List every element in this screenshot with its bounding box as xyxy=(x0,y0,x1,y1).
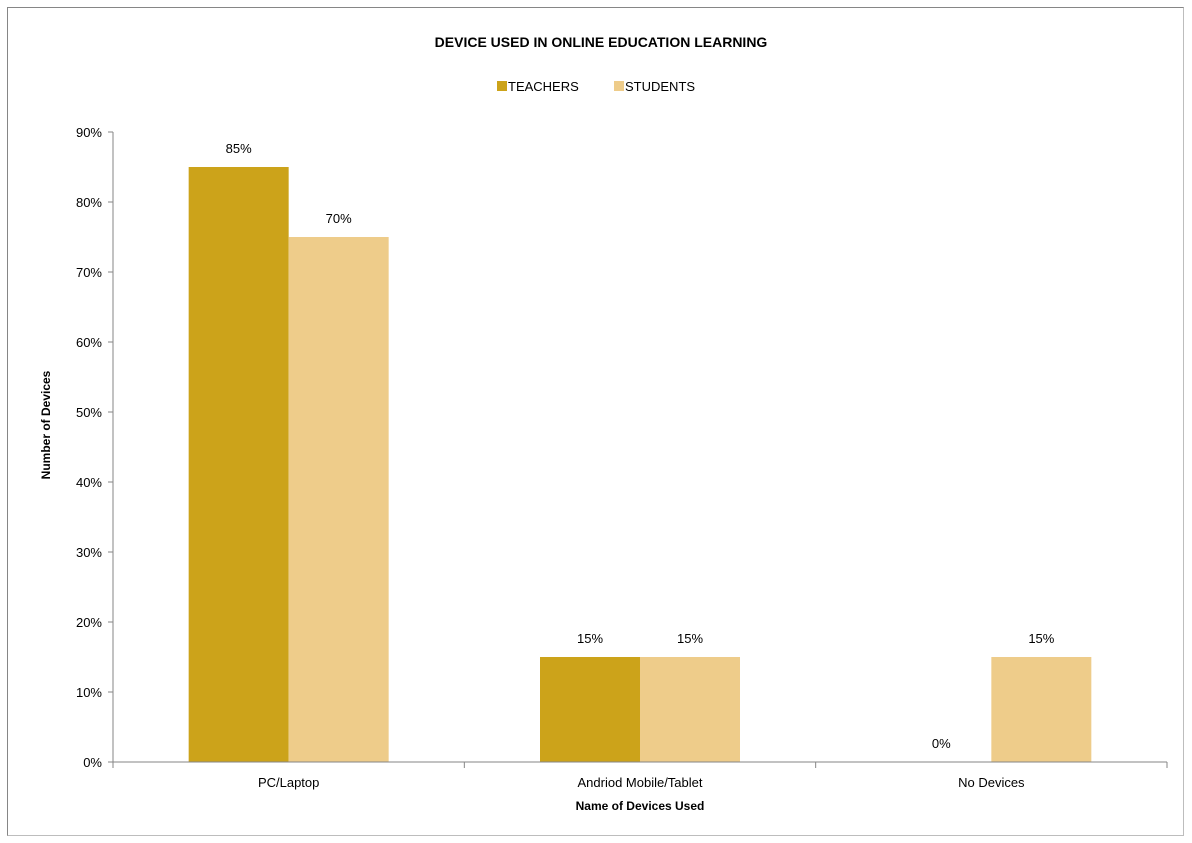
legend-label-teachers: TEACHERS xyxy=(508,79,579,94)
bar-students-no-devices xyxy=(991,657,1092,762)
data-label-students-pc-laptop: 70% xyxy=(326,211,352,226)
x-axis-ticks: PC/Laptop Andriod Mobile/Tablet No Devices xyxy=(112,762,1168,790)
bar-students-andriod-mobile-tablet xyxy=(640,657,740,762)
y-tick-label: 30% xyxy=(76,545,102,560)
bar-teachers-andriod-mobile-tablet xyxy=(540,657,640,762)
x-tick-label: No Devices xyxy=(958,775,1025,790)
data-labels: 85% 70% 15% 15% 0% 15% xyxy=(226,141,1055,751)
chart-title: DEVICE USED IN ONLINE EDUCATION LEARNING xyxy=(435,34,768,50)
y-tick-label: 10% xyxy=(76,685,102,700)
data-label-students-andriod-mobile-tablet: 15% xyxy=(677,631,703,646)
data-label-teachers-andriod-mobile-tablet: 15% xyxy=(577,631,603,646)
legend: TEACHERS STUDENTS xyxy=(497,79,695,94)
y-axis-title: Number of Devices xyxy=(39,370,53,479)
x-tick-label: Andriod Mobile/Tablet xyxy=(577,775,702,790)
y-tick-label: 20% xyxy=(76,615,102,630)
y-tick-label: 40% xyxy=(76,475,102,490)
y-axis-ticks: 0% 10% 20% 30% 40% 50% 60% 70% 80% 90% xyxy=(76,125,113,770)
legend-label-students: STUDENTS xyxy=(625,79,695,94)
y-tick-label: 0% xyxy=(83,755,102,770)
x-axis-title: Name of Devices Used xyxy=(576,799,705,813)
data-label-teachers-no-devices: 0% xyxy=(932,736,951,751)
legend-swatch-teachers xyxy=(497,81,507,91)
y-tick-label: 80% xyxy=(76,195,102,210)
bar-students-pc-laptop xyxy=(288,237,389,762)
bars xyxy=(188,167,1092,762)
y-tick-label: 50% xyxy=(76,405,102,420)
x-tick-label: PC/Laptop xyxy=(258,775,319,790)
legend-swatch-students xyxy=(614,81,624,91)
bar-teachers-pc-laptop xyxy=(188,167,289,762)
y-tick-label: 70% xyxy=(76,265,102,280)
data-label-teachers-pc-laptop: 85% xyxy=(226,141,252,156)
y-tick-label: 90% xyxy=(76,125,102,140)
data-label-students-no-devices: 15% xyxy=(1028,631,1054,646)
y-tick-label: 60% xyxy=(76,335,102,350)
